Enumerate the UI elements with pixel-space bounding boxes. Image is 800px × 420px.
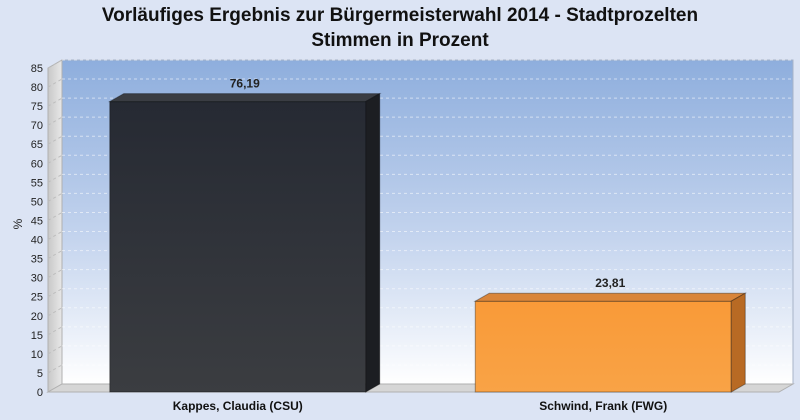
y-tick-label: 65 — [31, 139, 43, 151]
x-category-label: Kappes, Claudia (CSU) — [173, 399, 303, 413]
chart-title: Vorläufiges Ergebnis zur Bürgermeisterwa… — [101, 5, 699, 26]
gridline-side — [47, 326, 63, 336]
gridline-side — [47, 345, 63, 355]
y-tick-label: 45 — [31, 215, 43, 227]
gridline-side — [47, 78, 63, 88]
bar-side — [365, 92, 381, 393]
y-tick-label: 55 — [31, 177, 43, 189]
gridline-side — [47, 135, 63, 145]
bar-side — [730, 292, 746, 393]
gridline-side — [47, 307, 63, 317]
gridline-side — [47, 231, 63, 240]
y-tick-label: 5 — [37, 368, 43, 380]
gridline-side — [47, 154, 63, 164]
y-tick-label: 50 — [31, 196, 43, 208]
y-axis-label: % — [11, 218, 25, 229]
gridline-side — [47, 212, 63, 221]
y-tick-label: 15 — [31, 330, 43, 342]
x-category-label: Schwind, Frank (FWG) — [539, 399, 667, 413]
bar-value-label: 23,81 — [595, 276, 625, 290]
gridline-side — [47, 59, 63, 69]
gridline-side — [47, 192, 63, 202]
y-tick-label: 30 — [31, 273, 43, 285]
chart-subtitle: Stimmen in Prozent — [311, 30, 489, 51]
y-tick-label: 75 — [31, 101, 43, 113]
gridline-side — [47, 250, 63, 260]
gridline-side — [47, 269, 63, 279]
y-tick-label: 10 — [31, 349, 43, 361]
gridline-side — [47, 288, 63, 298]
bar-top — [473, 292, 748, 302]
y-tick-label: 85 — [31, 63, 43, 75]
y-tick-label: 40 — [31, 235, 43, 247]
y-tick-label: 35 — [31, 254, 43, 266]
y-tick-label: 80 — [31, 82, 43, 94]
bar-top — [107, 93, 382, 103]
gridline-side — [47, 116, 63, 126]
gridline-side — [47, 364, 63, 374]
bar-value-label: 76,19 — [230, 77, 260, 91]
y-tick-label: 20 — [31, 311, 43, 323]
plot-side-wall — [47, 59, 63, 393]
y-tick-label: 70 — [31, 120, 43, 132]
bar — [109, 101, 367, 393]
y-tick-label: 60 — [31, 158, 43, 170]
bar — [474, 300, 732, 393]
gridline-side — [47, 97, 63, 107]
y-tick-label: 25 — [31, 292, 43, 304]
gridline-side — [47, 173, 63, 183]
y-tick-label: 0 — [37, 387, 43, 399]
